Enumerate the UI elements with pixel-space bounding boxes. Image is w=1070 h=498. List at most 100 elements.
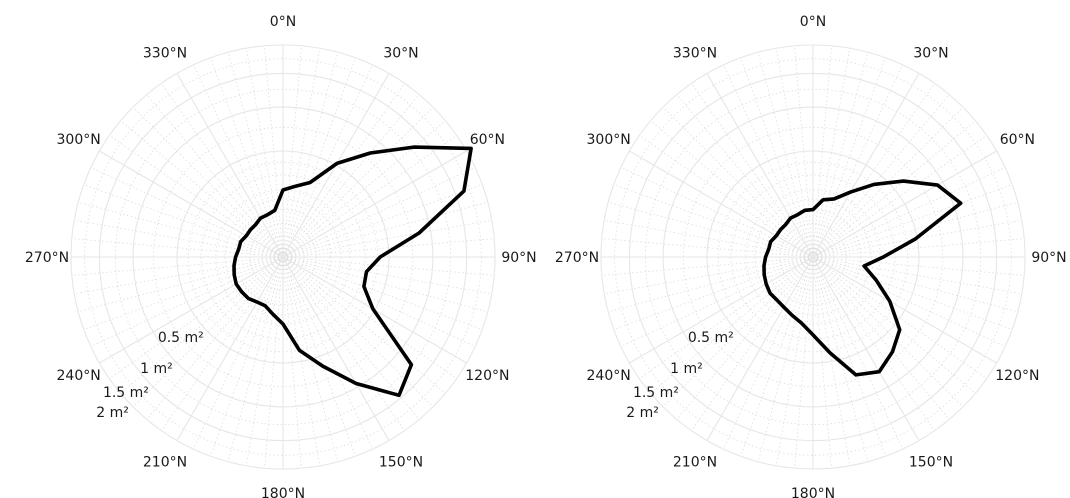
minor-radial-gridline (601, 256, 814, 276)
angle-tick-label: 240°N (587, 368, 631, 384)
minor-radial-gridline (78, 201, 284, 258)
minor-radial-gridline (282, 256, 434, 408)
minor-radial-gridline (775, 256, 814, 466)
minor-radial-gridline (282, 256, 495, 276)
angle-tick-label: 180°N (261, 486, 305, 498)
minor-radial-gridline (227, 256, 284, 462)
angle-tick-label: 210°N (143, 454, 187, 470)
minor-radial-gridline (812, 57, 886, 258)
angle-tick-label: 30°N (383, 46, 418, 62)
angle-tick-label: 270°N (25, 250, 69, 266)
minor-radial-gridline (604, 219, 814, 258)
minor-radial-gridline (812, 45, 832, 258)
minor-radial-gridline (78, 256, 284, 313)
minor-radial-gridline (620, 167, 814, 258)
angle-tick-label: 300°N (57, 132, 101, 148)
minor-radial-gridline (227, 52, 284, 258)
minor-radial-gridline (812, 64, 903, 258)
minor-radial-gridline (83, 256, 284, 330)
minor-radial-gridline (74, 256, 284, 295)
minor-radial-gridline (812, 94, 950, 258)
minor-radial-gridline (723, 64, 814, 258)
minor-radial-gridline (812, 256, 1022, 295)
minor-radial-gridline (74, 219, 284, 258)
minor-radial-gridline (794, 256, 814, 469)
polar-chart-left: 0°N 30°N 60°N 90°N 120°N 150°N 180°N 210°N 240°N… (25, 14, 537, 498)
minor-radial-gridline (282, 256, 420, 420)
polar-chart-right: 0°N 30°N 60°N 90°N 120°N 150°N 180°N 210°N 240°N… (555, 14, 1067, 498)
series-line (762, 179, 963, 377)
minor-radial-gridline (676, 256, 814, 420)
minor-radial-gridline (812, 256, 869, 462)
minor-radial-gridline (691, 83, 814, 258)
minor-radial-gridline (120, 256, 284, 394)
radius-tick-label: 1 m² (140, 361, 173, 377)
radius-tick-label: 1 m² (670, 361, 703, 377)
minor-radial-gridline (282, 256, 373, 450)
minor-radial-gridline (812, 256, 976, 394)
minor-radial-gridline (146, 256, 284, 420)
minor-radial-gridline (650, 120, 814, 258)
minor-radial-gridline (812, 167, 1006, 258)
angle-tick-label: 300°N (587, 132, 631, 148)
angle-tick-label: 240°N (57, 368, 101, 384)
minor-radial-gridline (193, 64, 284, 258)
angle-tick-label: 90°N (1031, 250, 1066, 266)
minor-radial-gridline (676, 94, 814, 258)
minor-radial-gridline (282, 45, 302, 258)
angle-tick-label: 150°N (379, 454, 423, 470)
minor-radial-gridline (210, 57, 284, 258)
minor-radial-gridline (282, 48, 321, 258)
angle-tick-label: 90°N (501, 250, 536, 266)
minor-radial-gridline (120, 120, 284, 258)
minor-radial-gridline (132, 256, 284, 408)
minor-radial-gridline (812, 256, 1013, 330)
minor-radial-gridline (245, 256, 284, 466)
minor-radial-gridline (264, 45, 284, 258)
angle-tick-label: 210°N (673, 454, 717, 470)
minor-radial-gridline (812, 201, 1018, 258)
minor-radial-gridline (282, 64, 373, 258)
angle-tick-label: 120°N (465, 368, 509, 384)
minor-radial-gridline (812, 106, 964, 258)
radius-tick-label: 2 m² (96, 405, 129, 421)
minor-radial-gridline (282, 256, 339, 462)
minor-radial-gridline (812, 48, 851, 258)
minor-radial-gridline (210, 256, 284, 457)
minor-radial-gridline (639, 135, 814, 258)
minor-radial-gridline (812, 219, 1022, 258)
series-line (232, 145, 473, 398)
minor-radial-gridline (282, 256, 321, 466)
minor-radial-gridline (812, 256, 1025, 276)
minor-radial-gridline (282, 83, 405, 258)
minor-radial-gridline (245, 48, 284, 258)
major-ring-gridline (662, 106, 964, 408)
minor-radial-gridline (282, 256, 446, 394)
major-ring-gridline (600, 44, 1026, 470)
minor-radial-gridline (812, 256, 964, 408)
minor-radial-gridline (812, 256, 903, 450)
minor-radial-gridline (740, 57, 814, 258)
minor-radial-gridline (608, 256, 814, 313)
minor-radial-gridline (723, 256, 814, 450)
minor-radial-gridline (812, 256, 987, 379)
minor-radial-gridline (812, 238, 1025, 258)
minor-radial-gridline (613, 256, 814, 330)
minor-radial-gridline (812, 256, 1006, 347)
radius-tick-label: 2 m² (626, 405, 659, 421)
major-ring-gridline (176, 150, 390, 364)
minor-radial-gridline (639, 256, 814, 379)
minor-radial-gridline (71, 256, 284, 276)
minor-radial-gridline (812, 256, 950, 420)
minor-radial-gridline (608, 201, 814, 258)
minor-radial-gridline (83, 184, 284, 258)
major-ring-gridline (132, 106, 434, 408)
minor-radial-gridline (109, 135, 284, 258)
angle-tick-label: 330°N (143, 46, 187, 62)
radius-tick-label: 0.5 m² (158, 330, 204, 346)
minor-radial-gridline (662, 106, 814, 258)
radius-tick-label: 0.5 m² (688, 330, 734, 346)
minor-radial-gridline (601, 238, 814, 258)
minor-radial-gridline (282, 167, 476, 258)
minor-radial-gridline (282, 219, 492, 258)
